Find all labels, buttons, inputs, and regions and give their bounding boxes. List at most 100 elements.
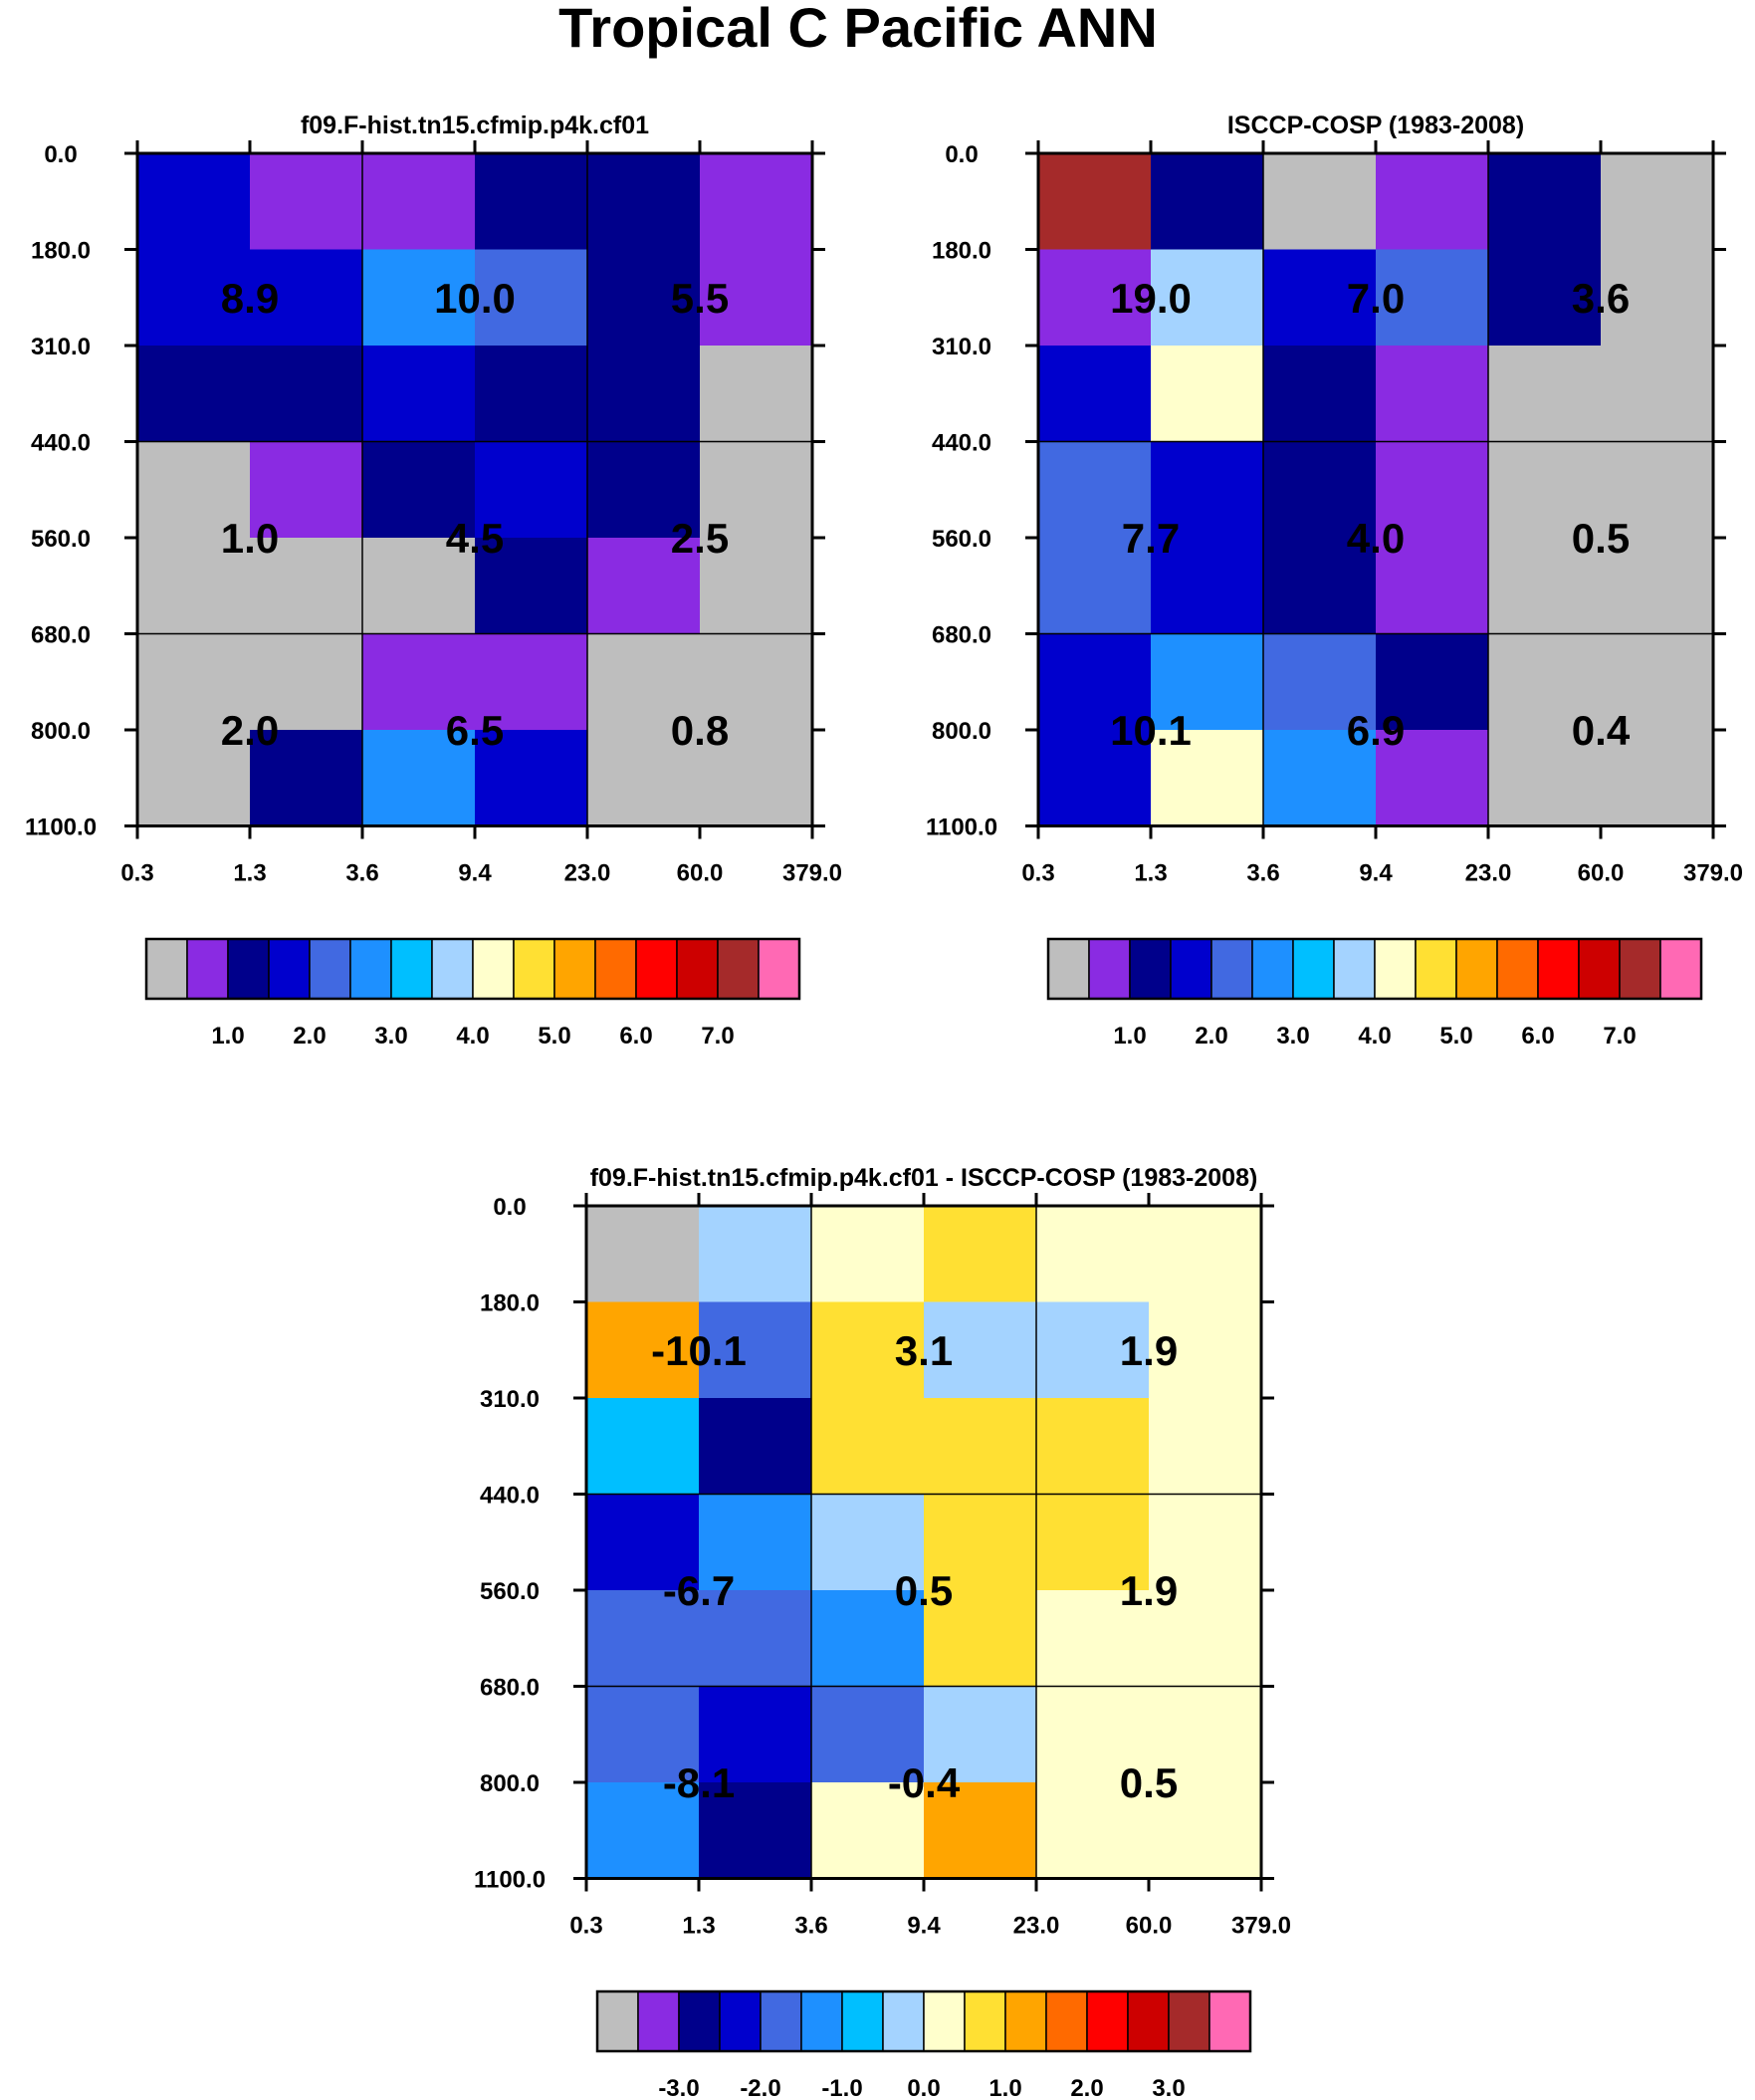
heatmap-cell bbox=[924, 1494, 1037, 1591]
colorbar-swatch bbox=[1659, 938, 1702, 1000]
colorbar-swatch bbox=[594, 938, 637, 1000]
heatmap-cell bbox=[362, 249, 476, 347]
cell-value-label: 19.0 bbox=[1110, 275, 1192, 322]
colorbar-swatch bbox=[882, 1990, 925, 2052]
y-tick-label: 1100.0 bbox=[25, 815, 97, 841]
colorbar-label: 7.0 bbox=[1603, 1023, 1636, 1050]
heatmap-cell bbox=[586, 1782, 700, 1880]
heatmap-cell bbox=[699, 1590, 812, 1688]
colorbar-swatch bbox=[309, 938, 351, 1000]
colorbar-label: 5.0 bbox=[538, 1023, 570, 1050]
y-tick-label: 0.0 bbox=[493, 1194, 526, 1221]
heatmap-cell bbox=[1151, 153, 1264, 251]
heatmap-cell bbox=[699, 1398, 812, 1496]
cell-value-label: 4.0 bbox=[1347, 515, 1405, 562]
heatmap-cell bbox=[587, 633, 701, 731]
heatmap-cell bbox=[1263, 730, 1377, 827]
cell-value-label: 3.6 bbox=[1572, 275, 1630, 322]
heatmap-cell bbox=[1601, 538, 1714, 635]
colorbar-label: 1.0 bbox=[1113, 1023, 1146, 1050]
panel-title: f09.F-hist.tn15.cfmip.p4k.cf01 bbox=[301, 112, 649, 139]
heatmap-cell bbox=[1149, 1301, 1262, 1399]
heatmap-cell bbox=[137, 153, 251, 251]
heatmap-cell bbox=[699, 1686, 812, 1783]
heatmap-cell bbox=[700, 441, 813, 539]
heatmap-cell bbox=[1036, 1398, 1150, 1496]
heatmap-cell bbox=[1376, 153, 1489, 251]
cell-value-label: -0.4 bbox=[888, 1759, 961, 1806]
heatmap-cell bbox=[924, 1686, 1037, 1783]
colorbar-label: 6.0 bbox=[619, 1023, 652, 1050]
heatmap-cell bbox=[137, 730, 251, 827]
heatmap-cell bbox=[587, 153, 701, 251]
heatmap-cell bbox=[1036, 1494, 1150, 1591]
x-tick-label: 379.0 bbox=[782, 860, 842, 887]
colorbar-label: 1.0 bbox=[211, 1023, 244, 1050]
cell-value-label: 0.5 bbox=[895, 1567, 953, 1614]
cell-value-label: 0.8 bbox=[671, 707, 729, 754]
x-tick-label: 1.3 bbox=[682, 1913, 715, 1940]
colorbar-swatch bbox=[1374, 938, 1417, 1000]
heatmap-cell bbox=[475, 633, 588, 731]
x-tick-label: 1.3 bbox=[233, 860, 266, 887]
heatmap-cell bbox=[811, 1686, 925, 1783]
colorbar-swatch bbox=[1619, 938, 1661, 1000]
colorbar-swatch bbox=[1088, 938, 1131, 1000]
colorbar-swatch bbox=[841, 1990, 884, 2052]
heatmap-cell bbox=[1036, 1301, 1150, 1399]
colorbar-swatch bbox=[676, 938, 719, 1000]
heatmap-cell bbox=[362, 346, 476, 443]
colorbar-label: 2.0 bbox=[1070, 2075, 1103, 2100]
colorbar-label: 5.0 bbox=[1439, 1023, 1472, 1050]
heatmap-cell bbox=[137, 346, 251, 443]
colorbar-swatch bbox=[758, 938, 800, 1000]
y-tick-label: 180.0 bbox=[31, 238, 91, 265]
cell-value-label: 6.9 bbox=[1347, 707, 1405, 754]
colorbar-swatch bbox=[513, 938, 555, 1000]
colorbar-swatch bbox=[553, 938, 596, 1000]
heatmap-cell bbox=[700, 346, 813, 443]
cell-value-label: 2.0 bbox=[221, 707, 279, 754]
y-tick-label: 0.0 bbox=[44, 141, 77, 168]
heatmap-cell bbox=[1151, 346, 1264, 443]
colorbar-label: 3.0 bbox=[1276, 1023, 1309, 1050]
heatmap-cell bbox=[250, 346, 363, 443]
y-tick-label: 180.0 bbox=[932, 238, 991, 265]
colorbar-swatch bbox=[268, 938, 311, 1000]
heatmap-cell bbox=[1488, 346, 1602, 443]
colorbar-swatch bbox=[760, 1990, 802, 2052]
heatmap-cell bbox=[250, 441, 363, 539]
colorbar-swatch bbox=[800, 1990, 843, 2052]
heatmap-cell bbox=[587, 249, 701, 347]
y-tick-label: 800.0 bbox=[31, 718, 91, 745]
colorbar-swatch bbox=[1496, 938, 1539, 1000]
heatmap-cell bbox=[1036, 1782, 1150, 1880]
colorbar-swatch bbox=[1251, 938, 1294, 1000]
panel-title: f09.F-hist.tn15.cfmip.p4k.cf01 - ISCCP-C… bbox=[590, 1164, 1258, 1192]
heatmap-cell bbox=[1038, 153, 1152, 251]
colorbar-swatch bbox=[431, 938, 474, 1000]
heatmap-cell bbox=[1488, 153, 1602, 251]
heatmap-cell bbox=[1149, 1782, 1262, 1880]
heatmap-cell bbox=[1151, 730, 1264, 827]
heatmap-cell bbox=[475, 538, 588, 635]
heatmap-cell bbox=[362, 730, 476, 827]
heatmap-cell bbox=[1263, 441, 1377, 539]
heatmap-cell bbox=[811, 1301, 925, 1399]
heatmap-cell bbox=[1601, 249, 1714, 347]
heatmap-cell bbox=[924, 1782, 1037, 1880]
heatmap-cell bbox=[1601, 153, 1714, 251]
colorbar-label: 6.0 bbox=[1521, 1023, 1554, 1050]
colorbar-swatch bbox=[923, 1990, 966, 2052]
x-tick-label: 0.3 bbox=[120, 860, 153, 887]
cell-value-label: 1.0 bbox=[221, 515, 279, 562]
cell-value-label: -10.1 bbox=[651, 1327, 747, 1374]
heatmap-cell bbox=[1263, 346, 1377, 443]
colorbar-label: 2.0 bbox=[293, 1023, 326, 1050]
cell-value-label: 2.5 bbox=[671, 515, 729, 562]
colorbar-frame bbox=[1046, 937, 1703, 1001]
x-tick-label: 60.0 bbox=[1578, 860, 1625, 887]
y-tick-label: 800.0 bbox=[480, 1770, 540, 1797]
heatmap-cell bbox=[924, 1301, 1037, 1399]
heatmap-cell bbox=[137, 633, 251, 731]
